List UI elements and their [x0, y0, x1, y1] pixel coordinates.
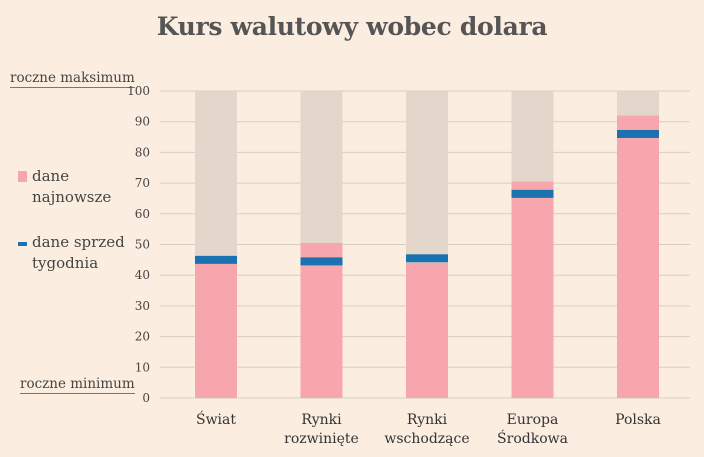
annual-min-label: roczne minimum: [20, 376, 135, 394]
x-category-label: Świat: [196, 410, 236, 428]
x-category-label: Rynki: [407, 412, 448, 428]
y-tick-label: 100: [127, 84, 150, 98]
chart-title: Kurs walutowy wobec dolara: [156, 12, 548, 41]
annual-max-label: roczne maksimum: [10, 70, 135, 88]
legend-swatch-latest: [18, 171, 27, 182]
y-tick-label: 40: [135, 268, 150, 282]
marker-prior-week: [406, 254, 448, 263]
x-category-label: Rynki: [301, 412, 342, 428]
x-category-label: Polska: [615, 412, 661, 428]
y-tick-label: 10: [135, 360, 150, 374]
marker-prior-week: [195, 255, 237, 264]
marker-prior-week: [300, 257, 343, 266]
x-category-label: Środkowa: [497, 429, 568, 447]
legend-label-prior-1: dane sprzed: [32, 233, 125, 251]
legend-label-latest-1: dane: [32, 167, 70, 185]
bar-latest: [300, 242, 343, 398]
marker-prior-week: [617, 129, 659, 138]
bar-latest: [195, 262, 237, 398]
y-tick-label: 50: [135, 238, 150, 252]
bar-latest: [406, 262, 448, 398]
marker-prior-week: [511, 189, 554, 198]
y-tick-label: 70: [135, 176, 150, 190]
x-category-label: Europa: [507, 412, 559, 428]
y-tick-label: 90: [135, 115, 150, 129]
bar-latest: [511, 181, 554, 398]
y-tick-label: 80: [135, 145, 150, 159]
x-category-label: rozwinięte: [284, 431, 359, 447]
legend-item-latest: dane najnowsze: [18, 166, 111, 208]
legend-item-prior: dane sprzed tygodnia: [18, 232, 125, 274]
legend-swatch-prior: [18, 242, 27, 246]
y-tick-label: 20: [135, 330, 150, 344]
bar-latest: [617, 115, 659, 398]
legend-label-prior-2: tygodnia: [32, 254, 99, 272]
y-tick-label: 60: [135, 207, 150, 221]
y-tick-label: 30: [135, 299, 150, 313]
legend-label-latest-2: najnowsze: [32, 188, 112, 206]
x-category-label: wschodzące: [384, 431, 469, 447]
y-tick-label: 0: [142, 391, 150, 405]
